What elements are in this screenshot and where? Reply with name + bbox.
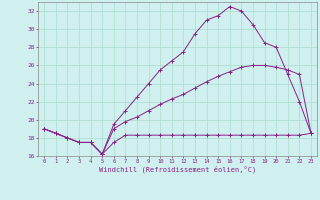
X-axis label: Windchill (Refroidissement éolien,°C): Windchill (Refroidissement éolien,°C): [99, 166, 256, 173]
